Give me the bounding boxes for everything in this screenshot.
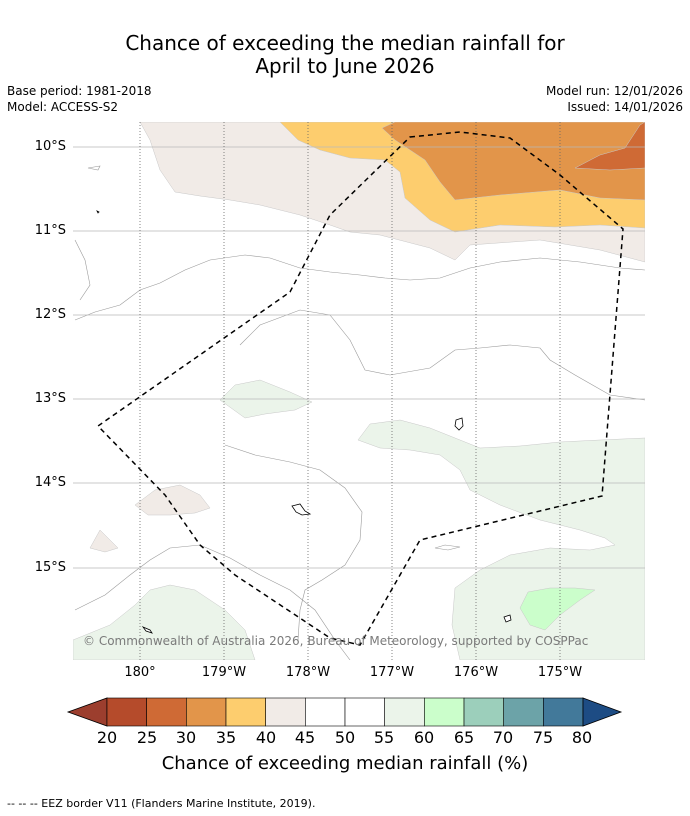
lat-label-13S: 13°S: [34, 391, 66, 406]
colorbar-tick-30: 30: [175, 728, 197, 747]
region-40-45-southwest-patch: [89, 529, 119, 553]
copyright-notice: © Commonwealth of Australia 2026, Bureau…: [83, 634, 588, 648]
lat-label-12S: 12°S: [34, 307, 66, 322]
colorbar-title: Chance of exceeding median rainfall (%): [161, 753, 529, 774]
contour-lines: [74, 165, 645, 660]
region-30-35: [381, 122, 645, 201]
model-run: Model run: 12/01/2026: [545, 84, 683, 98]
colorbar-tick-50: 50: [334, 728, 356, 747]
lon-label-180: 180°: [124, 665, 156, 680]
model-name: Model: ACCESS-S2: [7, 100, 119, 114]
issued-date: Issued: 14/01/2026: [567, 100, 683, 114]
eez-border: [96, 131, 624, 646]
colorbar-tick-45: 45: [294, 728, 316, 747]
latitude-gridlines: [73, 146, 645, 569]
colorbar-tick-25: 25: [136, 728, 158, 747]
colorbar-tick-35: 35: [215, 728, 237, 747]
lat-label-10S: 10°S: [34, 139, 66, 154]
colorbar-tick-55: 55: [373, 728, 395, 747]
region-40-45-west-patch: [134, 484, 211, 516]
colorbar-tick-40: 40: [255, 728, 277, 747]
lon-label-175W: 175°W: [537, 665, 583, 680]
islands: [96, 210, 512, 634]
lon-label-176W: 176°W: [453, 665, 499, 680]
eez-footnote: -- -- -- EEZ border V11 (Flanders Marine…: [7, 797, 316, 810]
lon-label-179W: 179°W: [201, 665, 247, 680]
colorbar-tick-70: 70: [492, 728, 514, 747]
lon-label-177W: 177°W: [369, 665, 415, 680]
lat-label-14S: 14°S: [34, 475, 66, 490]
lat-label-15S: 15°S: [34, 560, 66, 575]
region-25-30: [574, 122, 645, 171]
region-55-60-southwest: [73, 584, 256, 660]
colorbar-tick-75: 75: [532, 728, 554, 747]
colorbar-tick-60: 60: [413, 728, 435, 747]
lat-label-11S: 11°S: [34, 223, 66, 238]
region-60-65: [519, 587, 596, 631]
lon-label-178W: 178°W: [285, 665, 331, 680]
title-line-1: Chance of exceeding the median rainfall …: [125, 31, 565, 55]
map-area: © Commonwealth of Australia 2026, Bureau…: [73, 122, 645, 660]
colorbar-tick-65: 65: [453, 728, 475, 747]
colorbar-tick-80: 80: [571, 728, 593, 747]
base-period: Base period: 1981-2018: [7, 84, 152, 98]
title-line-2: April to June 2026: [255, 54, 435, 78]
colorbar-tick-20: 20: [96, 728, 118, 747]
